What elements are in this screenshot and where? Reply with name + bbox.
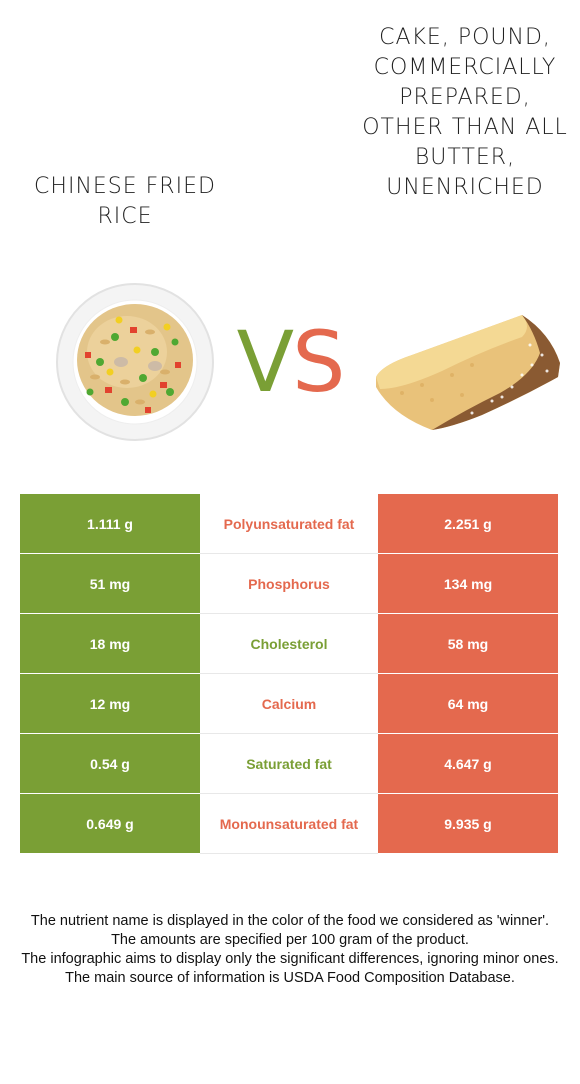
footnote-line: The main source of information is USDA F… (65, 970, 515, 986)
left-value: 18 mg (20, 614, 200, 674)
comparison-table: 1.111 g Polyunsaturated fat 2.251 g 51 mg Ph… (20, 494, 558, 854)
nutrient-name: Saturated fat (200, 734, 378, 794)
food-right-title: Cake, pound, commercially prepared, othe… (362, 25, 568, 200)
table-row: 1.111 g Polyunsaturated fat 2.251 g (20, 494, 558, 554)
right-value: 64 mg (378, 674, 558, 734)
vs-logo: VS (236, 313, 346, 411)
footnote: The nutrient name is displayed in the co… (18, 912, 562, 988)
pound-cake-image (376, 315, 560, 430)
nutrient-name: Phosphorus (200, 554, 378, 614)
right-value: 4.647 g (378, 734, 558, 794)
fried-rice-image (56, 283, 214, 441)
left-value: 0.649 g (20, 794, 200, 854)
table-row: 0.649 g Monounsaturated fat 9.935 g (20, 794, 558, 854)
footnote-line: The amounts are specified per 100 gram o… (111, 932, 469, 948)
table-row: 51 mg Phosphorus 134 mg (20, 554, 558, 614)
footnote-line: The infographic aims to display only the… (21, 951, 559, 967)
nutrient-name: Calcium (200, 674, 378, 734)
left-value: 51 mg (20, 554, 200, 614)
food-left-title: Chinese fried rice (34, 174, 216, 229)
table-row: 18 mg Cholesterol 58 mg (20, 614, 558, 674)
left-value: 12 mg (20, 674, 200, 734)
left-value: 0.54 g (20, 734, 200, 794)
nutrient-name: Polyunsaturated fat (200, 494, 378, 554)
table-row: 0.54 g Saturated fat 4.647 g (20, 734, 558, 794)
right-value: 58 mg (378, 614, 558, 674)
footnote-line: The nutrient name is displayed in the co… (30, 913, 550, 929)
right-value: 2.251 g (378, 494, 558, 554)
right-value: 134 mg (378, 554, 558, 614)
right-value: 9.935 g (378, 794, 558, 854)
nutrient-name: Monounsaturated fat (200, 794, 378, 854)
table-row: 12 mg Calcium 64 mg (20, 674, 558, 734)
left-value: 1.111 g (20, 494, 200, 554)
nutrient-name: Cholesterol (200, 614, 378, 674)
